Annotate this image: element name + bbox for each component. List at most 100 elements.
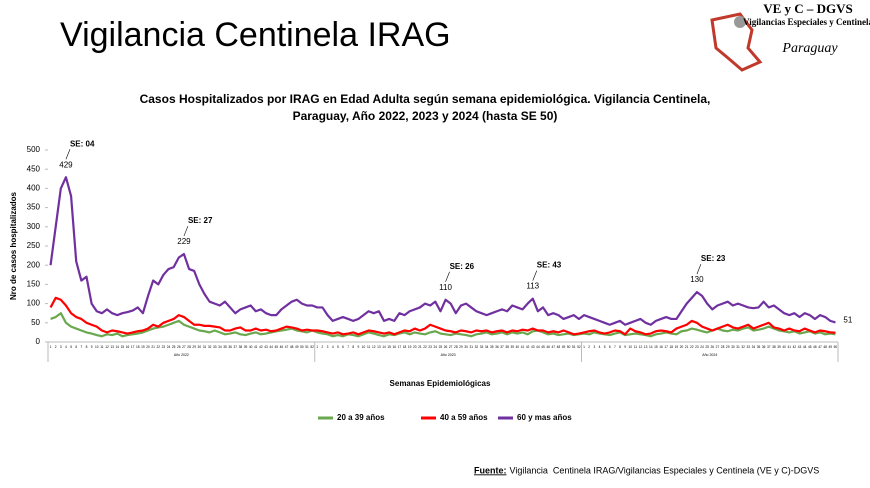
x-tick-label: 7	[347, 345, 349, 349]
y-tick-label: 400	[27, 184, 41, 193]
annotation: SE: 43	[537, 261, 562, 270]
x-tick-label: 50	[300, 345, 304, 349]
x-tick-label: 13	[644, 345, 648, 349]
x-tick-label: 12	[105, 345, 109, 349]
x-tick-label: 20	[680, 345, 684, 349]
x-tick-label: 2	[322, 345, 324, 349]
x-tick-label: 17	[398, 345, 402, 349]
x-tick-label: 41	[254, 345, 258, 349]
x-tick-label: 45	[808, 345, 812, 349]
x-tick-label: 21	[685, 345, 689, 349]
x-tick-label: 2	[55, 345, 57, 349]
x-tick-label: 4	[332, 345, 334, 349]
x-tick-label: 32	[475, 345, 479, 349]
x-tick-label: 13	[110, 345, 114, 349]
y-tick-label: 100	[27, 299, 41, 308]
y-tick-label: 350	[27, 203, 41, 212]
legend-label: 20 a 39 años	[337, 413, 385, 422]
x-tick-label: 19	[675, 345, 679, 349]
source-label: Fuente:	[474, 465, 507, 475]
logo-title: VE y C – DGVS	[763, 1, 853, 16]
x-tick-label: 14	[115, 345, 119, 349]
x-tick-label: 23	[428, 345, 432, 349]
x-tick-label: 33	[746, 345, 750, 349]
x-tick-label: 46	[546, 345, 550, 349]
annotation-leader	[532, 270, 538, 281]
x-tick-label: 36	[762, 345, 766, 349]
x-tick-label: 14	[649, 345, 653, 349]
x-tick-label: 23	[162, 345, 166, 349]
legend-label: 60 y mas años	[517, 413, 572, 422]
x-tick-label: 50	[834, 345, 838, 349]
x-tick-label: 29	[192, 345, 196, 349]
x-tick-label: 3	[593, 345, 595, 349]
x-tick-label: 46	[813, 345, 817, 349]
x-tick-label: 47	[552, 345, 556, 349]
data-label: 113	[526, 282, 539, 291]
x-tick-label: 10	[95, 345, 99, 349]
x-tick-label: 9	[624, 345, 626, 349]
x-tick-label: 21	[151, 345, 155, 349]
source-text: Vigilancia Centinela IRAG/Vigilancias Es…	[507, 465, 819, 475]
y-axis-label: Nro de casos hospitalizados	[9, 191, 18, 300]
x-tick-label: 3	[60, 345, 62, 349]
x-tick-label: 34	[485, 345, 489, 349]
x-tick-label: 43	[531, 345, 535, 349]
logo-country: Paraguay	[781, 41, 838, 56]
x-tick-label: 35	[757, 345, 761, 349]
x-tick-label: 15	[121, 345, 125, 349]
x-tick-label: 35	[490, 345, 494, 349]
x-tick-label: 20	[146, 345, 150, 349]
x-tick-label: 12	[372, 345, 376, 349]
x-tick-label: 15	[654, 345, 658, 349]
x-tick-label: 24	[700, 345, 704, 349]
x-tick-label: 52	[577, 345, 581, 349]
x-tick-label: 45	[541, 345, 545, 349]
x-tick-label: 51	[572, 345, 576, 349]
x-tick-label: 42	[526, 345, 530, 349]
x-tick-label: 36	[495, 345, 499, 349]
x-tick-label: 40	[249, 345, 253, 349]
x-tick-label: 36	[228, 345, 232, 349]
x-tick-label: 44	[269, 345, 273, 349]
y-tick-label: 50	[31, 318, 40, 327]
x-tick-label: 16	[659, 345, 663, 349]
group-label: Año 2022	[174, 353, 189, 357]
x-tick-label: 13	[377, 345, 381, 349]
x-tick-label: 40	[782, 345, 786, 349]
x-tick-label: 46	[280, 345, 284, 349]
logo-subtitle: Vigilancias Especiales y Centinela	[743, 17, 870, 27]
x-tick-label: 11	[100, 345, 104, 349]
data-label: 51	[843, 316, 852, 325]
annotation-leader	[183, 225, 189, 237]
data-label: 229	[177, 237, 191, 246]
x-tick-label: 23	[695, 345, 699, 349]
x-tick-label: 48	[290, 345, 294, 349]
x-tick-label: 50	[567, 345, 571, 349]
x-tick-label: 5	[604, 345, 606, 349]
x-tick-label: 16	[392, 345, 396, 349]
x-tick-label: 10	[362, 345, 366, 349]
x-tick-label: 32	[741, 345, 745, 349]
x-tick-label: 28	[721, 345, 725, 349]
series-line	[49, 176, 836, 326]
x-tick-label: 33	[480, 345, 484, 349]
x-tick-label: 20	[413, 345, 417, 349]
x-tick-label: 33	[213, 345, 217, 349]
x-tick-label: 34	[218, 345, 222, 349]
y-tick-label: 450	[27, 164, 41, 173]
legend: 20 a 39 años 40 a 59 años 60 y mas años	[318, 413, 572, 422]
x-tick-label: 31	[203, 345, 207, 349]
chart-title: Paraguay, Año 2022, 2023 y 2024 (hasta S…	[293, 109, 558, 123]
x-tick-label: 43	[264, 345, 268, 349]
x-tick-label: 24	[167, 345, 171, 349]
x-tick-label: 18	[670, 345, 674, 349]
x-tick-label: 38	[505, 345, 509, 349]
x-tick-label: 44	[536, 345, 540, 349]
x-tick-label: 8	[86, 345, 88, 349]
x-tick-label: 25	[439, 345, 443, 349]
x-tick-label: 37	[767, 345, 771, 349]
x-tick-label: 1	[50, 345, 52, 349]
annotation: SE: 26	[450, 262, 475, 271]
